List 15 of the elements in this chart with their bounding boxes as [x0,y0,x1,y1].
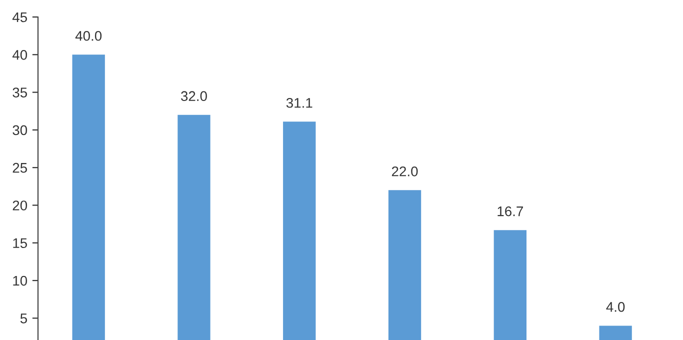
data-label: 22.0 [392,166,418,176]
y-tick-label: 10 [13,276,28,286]
y-tick-label: 35 [12,88,28,98]
data-label: 32.0 [180,91,207,102]
y-tick-label: 25 [12,162,28,173]
y-tick-label: 40 [12,50,28,60]
data-label: 16.7 [498,206,523,216]
data-label: 4.0 [606,302,625,312]
y-tick-label: 20 [12,200,28,210]
y-tick-label: 15 [13,238,28,248]
data-label: 31.1 [286,98,312,108]
y-tick-label: 30 [12,125,28,136]
y-tick-label: 5 [20,314,27,324]
data-label: 40.0 [75,30,102,41]
y-tick-label: 45 [12,12,28,22]
